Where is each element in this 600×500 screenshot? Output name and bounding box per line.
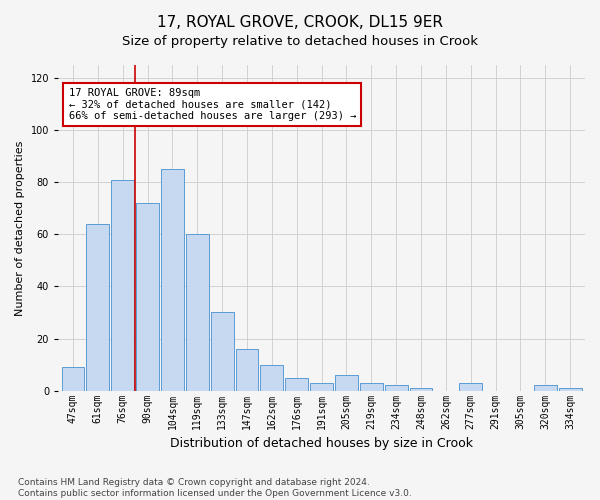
Bar bbox=[211, 312, 233, 390]
Bar bbox=[360, 383, 383, 390]
Text: 17, ROYAL GROVE, CROOK, DL15 9ER: 17, ROYAL GROVE, CROOK, DL15 9ER bbox=[157, 15, 443, 30]
Bar bbox=[335, 375, 358, 390]
Bar bbox=[236, 349, 259, 391]
Text: Size of property relative to detached houses in Crook: Size of property relative to detached ho… bbox=[122, 35, 478, 48]
Bar bbox=[136, 203, 159, 390]
Bar bbox=[310, 383, 333, 390]
Y-axis label: Number of detached properties: Number of detached properties bbox=[15, 140, 25, 316]
Text: 17 ROYAL GROVE: 89sqm
← 32% of detached houses are smaller (142)
66% of semi-det: 17 ROYAL GROVE: 89sqm ← 32% of detached … bbox=[68, 88, 356, 121]
Bar bbox=[285, 378, 308, 390]
Bar bbox=[459, 383, 482, 390]
Bar bbox=[260, 364, 283, 390]
Bar bbox=[410, 388, 433, 390]
X-axis label: Distribution of detached houses by size in Crook: Distribution of detached houses by size … bbox=[170, 437, 473, 450]
Bar bbox=[62, 367, 85, 390]
Bar bbox=[111, 180, 134, 390]
Bar bbox=[534, 386, 557, 390]
Bar bbox=[86, 224, 109, 390]
Text: Contains HM Land Registry data © Crown copyright and database right 2024.
Contai: Contains HM Land Registry data © Crown c… bbox=[18, 478, 412, 498]
Bar bbox=[385, 386, 407, 390]
Bar bbox=[161, 169, 184, 390]
Bar bbox=[186, 234, 209, 390]
Bar bbox=[559, 388, 581, 390]
